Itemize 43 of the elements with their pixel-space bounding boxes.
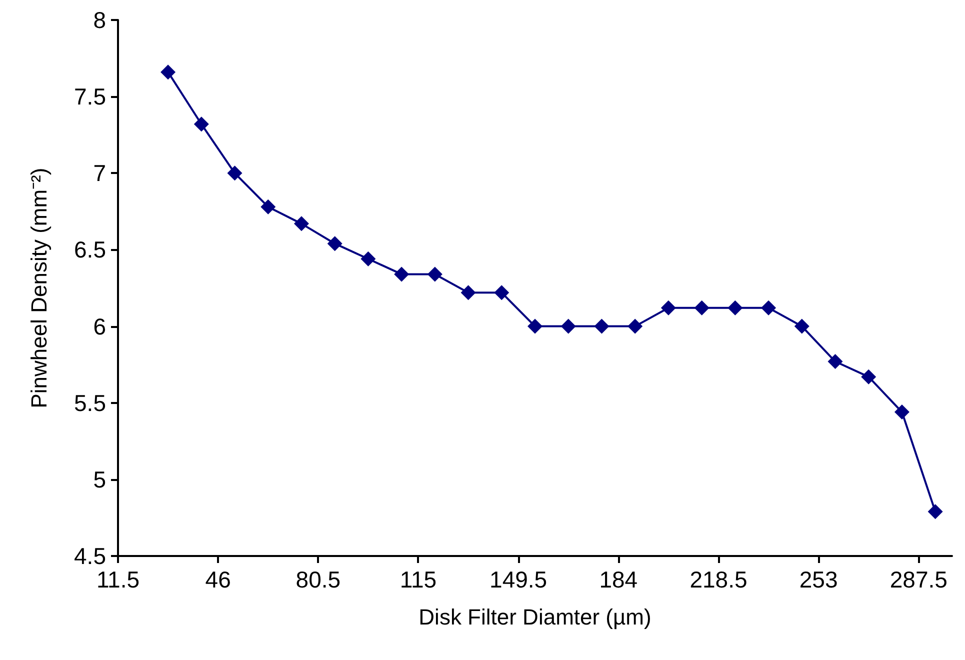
x-tick-label: 184 (599, 566, 638, 592)
y-tick-label: 7 (93, 160, 106, 186)
point (260, 199, 276, 214)
point (294, 216, 309, 232)
point (360, 251, 376, 266)
y-tick-label: 7.5 (74, 84, 106, 110)
y-tick-label: 4.5 (74, 543, 106, 569)
point (761, 300, 776, 316)
x-tick-label: 115 (400, 566, 437, 592)
x-tick-label: 149.5 (490, 566, 548, 592)
x-axis-title: Disk Filter Diamter (µm) (418, 604, 652, 630)
point (427, 266, 442, 282)
point (594, 318, 610, 334)
y-tick-label: 5.5 (74, 390, 106, 416)
point (928, 504, 943, 520)
point (694, 300, 710, 316)
x-tick-label: 46 (205, 566, 231, 592)
x-tick-label: 253 (799, 566, 838, 592)
point (828, 354, 843, 370)
x-tick-label: 11.5 (96, 566, 140, 592)
point (794, 318, 810, 334)
y-tick-label: 6 (93, 313, 106, 340)
point (560, 318, 576, 334)
point (528, 318, 542, 334)
point (894, 404, 910, 420)
point (160, 64, 176, 80)
point (327, 236, 342, 252)
point (728, 300, 743, 316)
point (194, 116, 209, 132)
x-tick-label: 80.5 (296, 566, 341, 592)
point (660, 300, 676, 316)
point (460, 285, 476, 300)
y-tick-label: 5 (93, 466, 106, 492)
x-tick-label: 218.5 (690, 566, 748, 592)
point (494, 285, 510, 300)
point (861, 369, 876, 384)
point (394, 266, 410, 282)
y-axis-title: Pinwheel Density (mm⁻²) (26, 168, 52, 408)
x-tick-label: 287.5 (890, 566, 948, 592)
y-tick-label: 6.5 (74, 236, 106, 263)
point (628, 318, 643, 334)
y-tick-label: 8 (93, 7, 106, 33)
point (227, 166, 242, 181)
